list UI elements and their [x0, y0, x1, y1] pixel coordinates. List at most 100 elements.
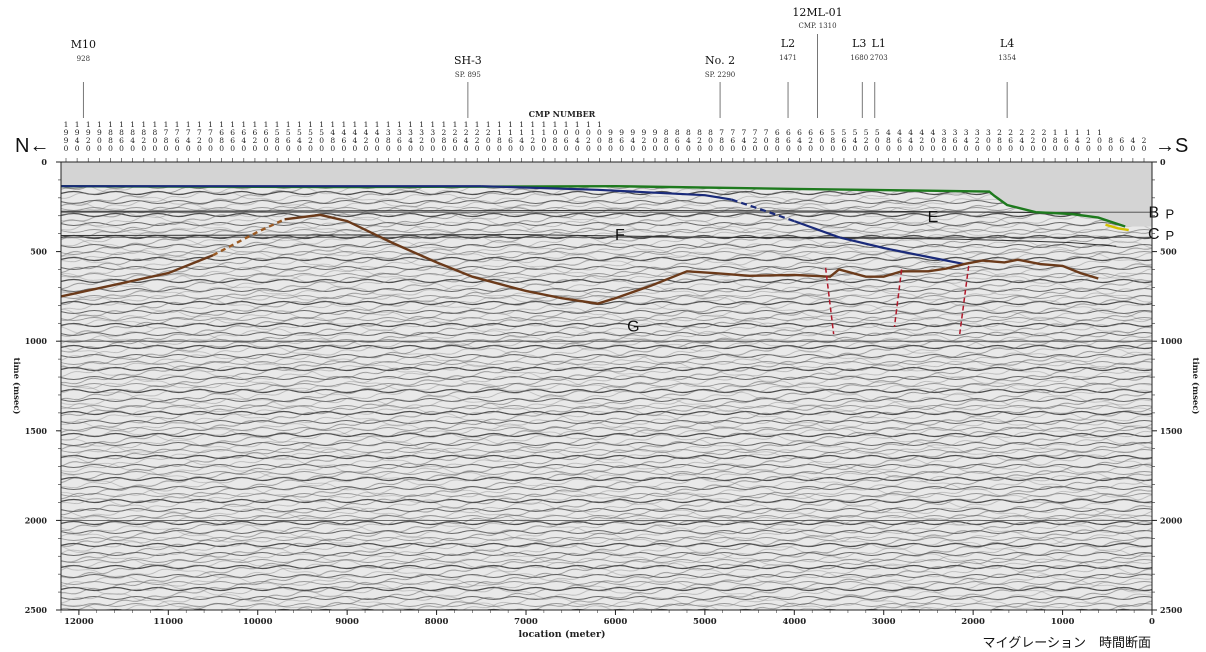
- cmp-digit: 0: [997, 144, 1002, 153]
- cmp-digit: 1: [119, 120, 124, 129]
- cmp-digit: 9: [64, 136, 69, 145]
- cmp-digit: 0: [441, 144, 446, 153]
- cmp-digit: 4: [353, 136, 358, 145]
- cmp-digit: 1: [264, 120, 269, 129]
- cmp-digit: 6: [241, 128, 246, 137]
- fault-line: [824, 267, 835, 335]
- horizon-label: E: [928, 209, 939, 226]
- cmp-digit: 4: [353, 128, 358, 137]
- cmp-digit: 0: [975, 144, 980, 153]
- cmp-digit: 0: [75, 144, 80, 153]
- cmp-digit: 2: [975, 136, 980, 145]
- cmp-digit: 0: [1142, 144, 1147, 153]
- cmp-digit: 8: [664, 136, 669, 145]
- cmp-digit: 2: [197, 136, 202, 145]
- x-tick-label: 4000: [782, 617, 806, 627]
- cmp-digit: 7: [164, 128, 169, 137]
- cmp-digit: 4: [341, 128, 346, 137]
- cmp-digit: 8: [708, 128, 713, 137]
- cmp-digit: 6: [786, 128, 791, 137]
- cmp-digit: 4: [908, 136, 913, 145]
- cmp-digit: 0: [930, 136, 935, 145]
- y-axis-right: 0 500 1000 1500 2000 2500: [1152, 157, 1183, 615]
- cmp-digit: 4: [464, 136, 469, 145]
- cmp-digit: 0: [375, 144, 380, 153]
- cmp-digit: 1: [275, 120, 280, 129]
- cmp-digit: 8: [497, 136, 502, 145]
- well-markers: M10 928 SH-3 SP. 895 No. 2 SP. 2290 L2 1471 12ML…: [71, 6, 1017, 118]
- cmp-digit: 0: [597, 136, 602, 145]
- cmp-digit: 0: [1119, 144, 1124, 153]
- section-texture-c: [61, 162, 1152, 610]
- cmp-digit: 0: [742, 144, 747, 153]
- x-tick-label: 12000: [64, 617, 94, 627]
- cmp-digit: 7: [753, 128, 758, 137]
- cmp-digit: 0: [1030, 144, 1035, 153]
- cmp-digit: 0: [397, 144, 402, 153]
- cmp-digit: 4: [408, 136, 413, 145]
- cmp-digit: 0: [286, 144, 291, 153]
- cmp-digit: 3: [386, 128, 391, 137]
- cmp-digit: 0: [208, 136, 213, 145]
- cmp-digit: 1: [586, 120, 591, 129]
- cmp-digit: 8: [942, 136, 947, 145]
- cmp-digit: 0: [608, 144, 613, 153]
- cmp-digit: 0: [64, 144, 69, 153]
- cmp-digit: 6: [786, 136, 791, 145]
- cmp-digit: 1: [308, 120, 313, 129]
- cmp-digit: 6: [897, 136, 902, 145]
- cmp-digit: 6: [219, 128, 224, 137]
- cmp-digit: 6: [564, 136, 569, 145]
- cmp-digit: 6: [453, 136, 458, 145]
- cmp-digit: 0: [864, 144, 869, 153]
- y-axis-label-right: time (msec): [1190, 358, 1201, 415]
- horizon-label: C: [1148, 226, 1160, 243]
- cmp-digit: 0: [886, 144, 891, 153]
- cmp-digit: 1: [341, 120, 346, 129]
- cmp-digit: 1: [375, 120, 380, 129]
- cmp-digit: 7: [186, 128, 191, 137]
- cmp-digit: 3: [397, 128, 402, 137]
- cmp-digit: 0: [764, 144, 769, 153]
- cmp-digit: 6: [1119, 136, 1124, 145]
- horizon-yellow: [1105, 223, 1129, 232]
- cmp-digit: 0: [842, 144, 847, 153]
- cmp-digit: 0: [575, 128, 580, 137]
- cmp-digit: 0: [1019, 144, 1024, 153]
- cmp-digit: 5: [286, 128, 291, 137]
- cmp-digit: 2: [1030, 136, 1035, 145]
- cmp-digit: 0: [819, 136, 824, 145]
- cmp-digit: 1: [353, 120, 358, 129]
- x-tick-label: 8000: [425, 617, 449, 627]
- y-tick-label: 2500: [1160, 605, 1183, 615]
- well-sub: 1354: [998, 54, 1016, 62]
- cmp-digit: 1: [530, 120, 535, 129]
- cmp-digit: 0: [186, 144, 191, 153]
- cmp-digit: 0: [86, 144, 91, 153]
- well-name: L4: [1000, 37, 1014, 50]
- cmp-digit: 0: [97, 144, 102, 153]
- cmp-digit: 1: [186, 120, 191, 129]
- cmp-digit: 1: [175, 120, 180, 129]
- cmp-digit: 6: [819, 128, 824, 137]
- cmp-digit: 1: [286, 120, 291, 129]
- cmp-digit: 5: [853, 128, 858, 137]
- cmp-digit: 1: [553, 120, 558, 129]
- cmp-number-header: 1990194019201900188018601840182018001780…: [64, 120, 1147, 162]
- cmp-digit: 0: [175, 144, 180, 153]
- cmp-digit: 0: [208, 144, 213, 153]
- cmp-digit: 0: [564, 128, 569, 137]
- cmp-digit: 0: [464, 144, 469, 153]
- y-tick-label: 1500: [25, 426, 48, 436]
- cmp-digit: 0: [875, 136, 880, 145]
- cmp-digit: 8: [664, 128, 669, 137]
- cmp-digit: 1: [486, 120, 491, 129]
- cmp-digit: 2: [1030, 128, 1035, 137]
- cmp-digit: 2: [1019, 128, 1024, 137]
- cmp-digit: 6: [264, 128, 269, 137]
- cmp-digit: 0: [908, 144, 913, 153]
- horizon-reflector-upper: [60, 209, 1081, 214]
- cmp-digit: 3: [964, 128, 969, 137]
- x-tick-label: 11000: [154, 617, 184, 627]
- cmp-digit: 0: [153, 136, 158, 145]
